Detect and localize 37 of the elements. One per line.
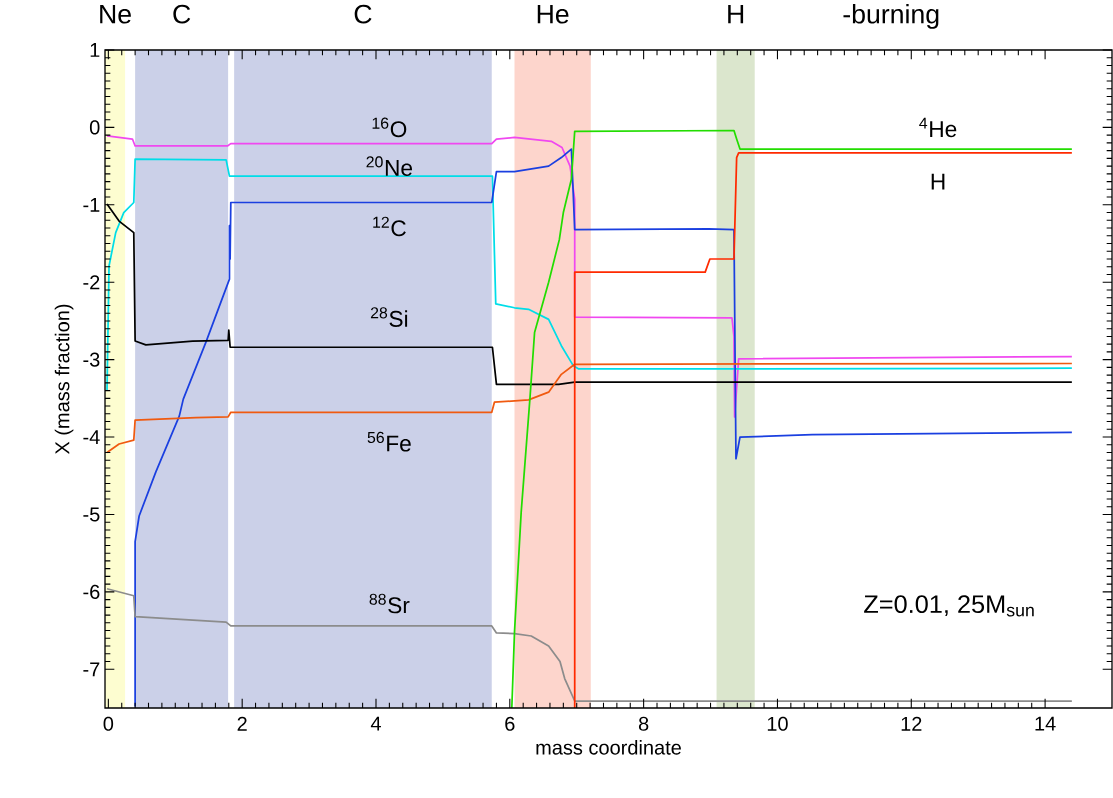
y-tick-label: -6 (83, 584, 100, 599)
annotation: Z=0.01, 25M$_{sun}$ (864, 595, 1034, 617)
y-tick-label: -4 (83, 430, 100, 444)
series-label: $^{20}$Ne (366, 156, 413, 176)
band-label: C (173, 4, 191, 24)
y-tick-label: -2 (83, 275, 100, 290)
band-label: He (537, 4, 569, 24)
series-label: $^{4}$He (919, 117, 957, 138)
y-tick-label: 0 (89, 120, 100, 135)
y-tick-label: -1 (83, 197, 100, 212)
line-series (106, 362, 1073, 454)
x-tick-label: 10 (767, 716, 788, 731)
line-series (106, 158, 1073, 392)
x-tick-label: 6 (505, 716, 515, 731)
text: -burning (843, 4, 939, 29)
series-label: $^{56}$Fe (367, 431, 411, 452)
series-label: $^{16}$O (372, 117, 407, 138)
series-label: H (931, 173, 945, 190)
x-tick-label: 0 (103, 716, 114, 731)
x-axis-title: mass coordinate (536, 740, 681, 755)
y-tick-label: 1 (90, 43, 100, 57)
x-tick-label: 12 (901, 716, 922, 731)
x-tick-label: 2 (237, 716, 247, 731)
band-label: H (728, 4, 744, 24)
series-label: $^{12}$C (373, 216, 406, 237)
x-tick-label: 14 (1035, 716, 1056, 731)
y-axis-title: X (mass fraction) (54, 304, 74, 455)
series-label: $^{88}$Sr (369, 593, 410, 614)
line-series (106, 587, 1073, 702)
x-tick-label: 4 (370, 716, 381, 731)
y-tick-label: -3 (83, 352, 100, 367)
band-label: Ne (100, 4, 131, 24)
series-label: $^{28}$Si (370, 307, 408, 327)
x-tick-label: 8 (638, 716, 649, 731)
y-tick-label: -7 (83, 662, 100, 677)
band-label: C (354, 4, 372, 24)
y-tick-label: -5 (83, 507, 100, 522)
